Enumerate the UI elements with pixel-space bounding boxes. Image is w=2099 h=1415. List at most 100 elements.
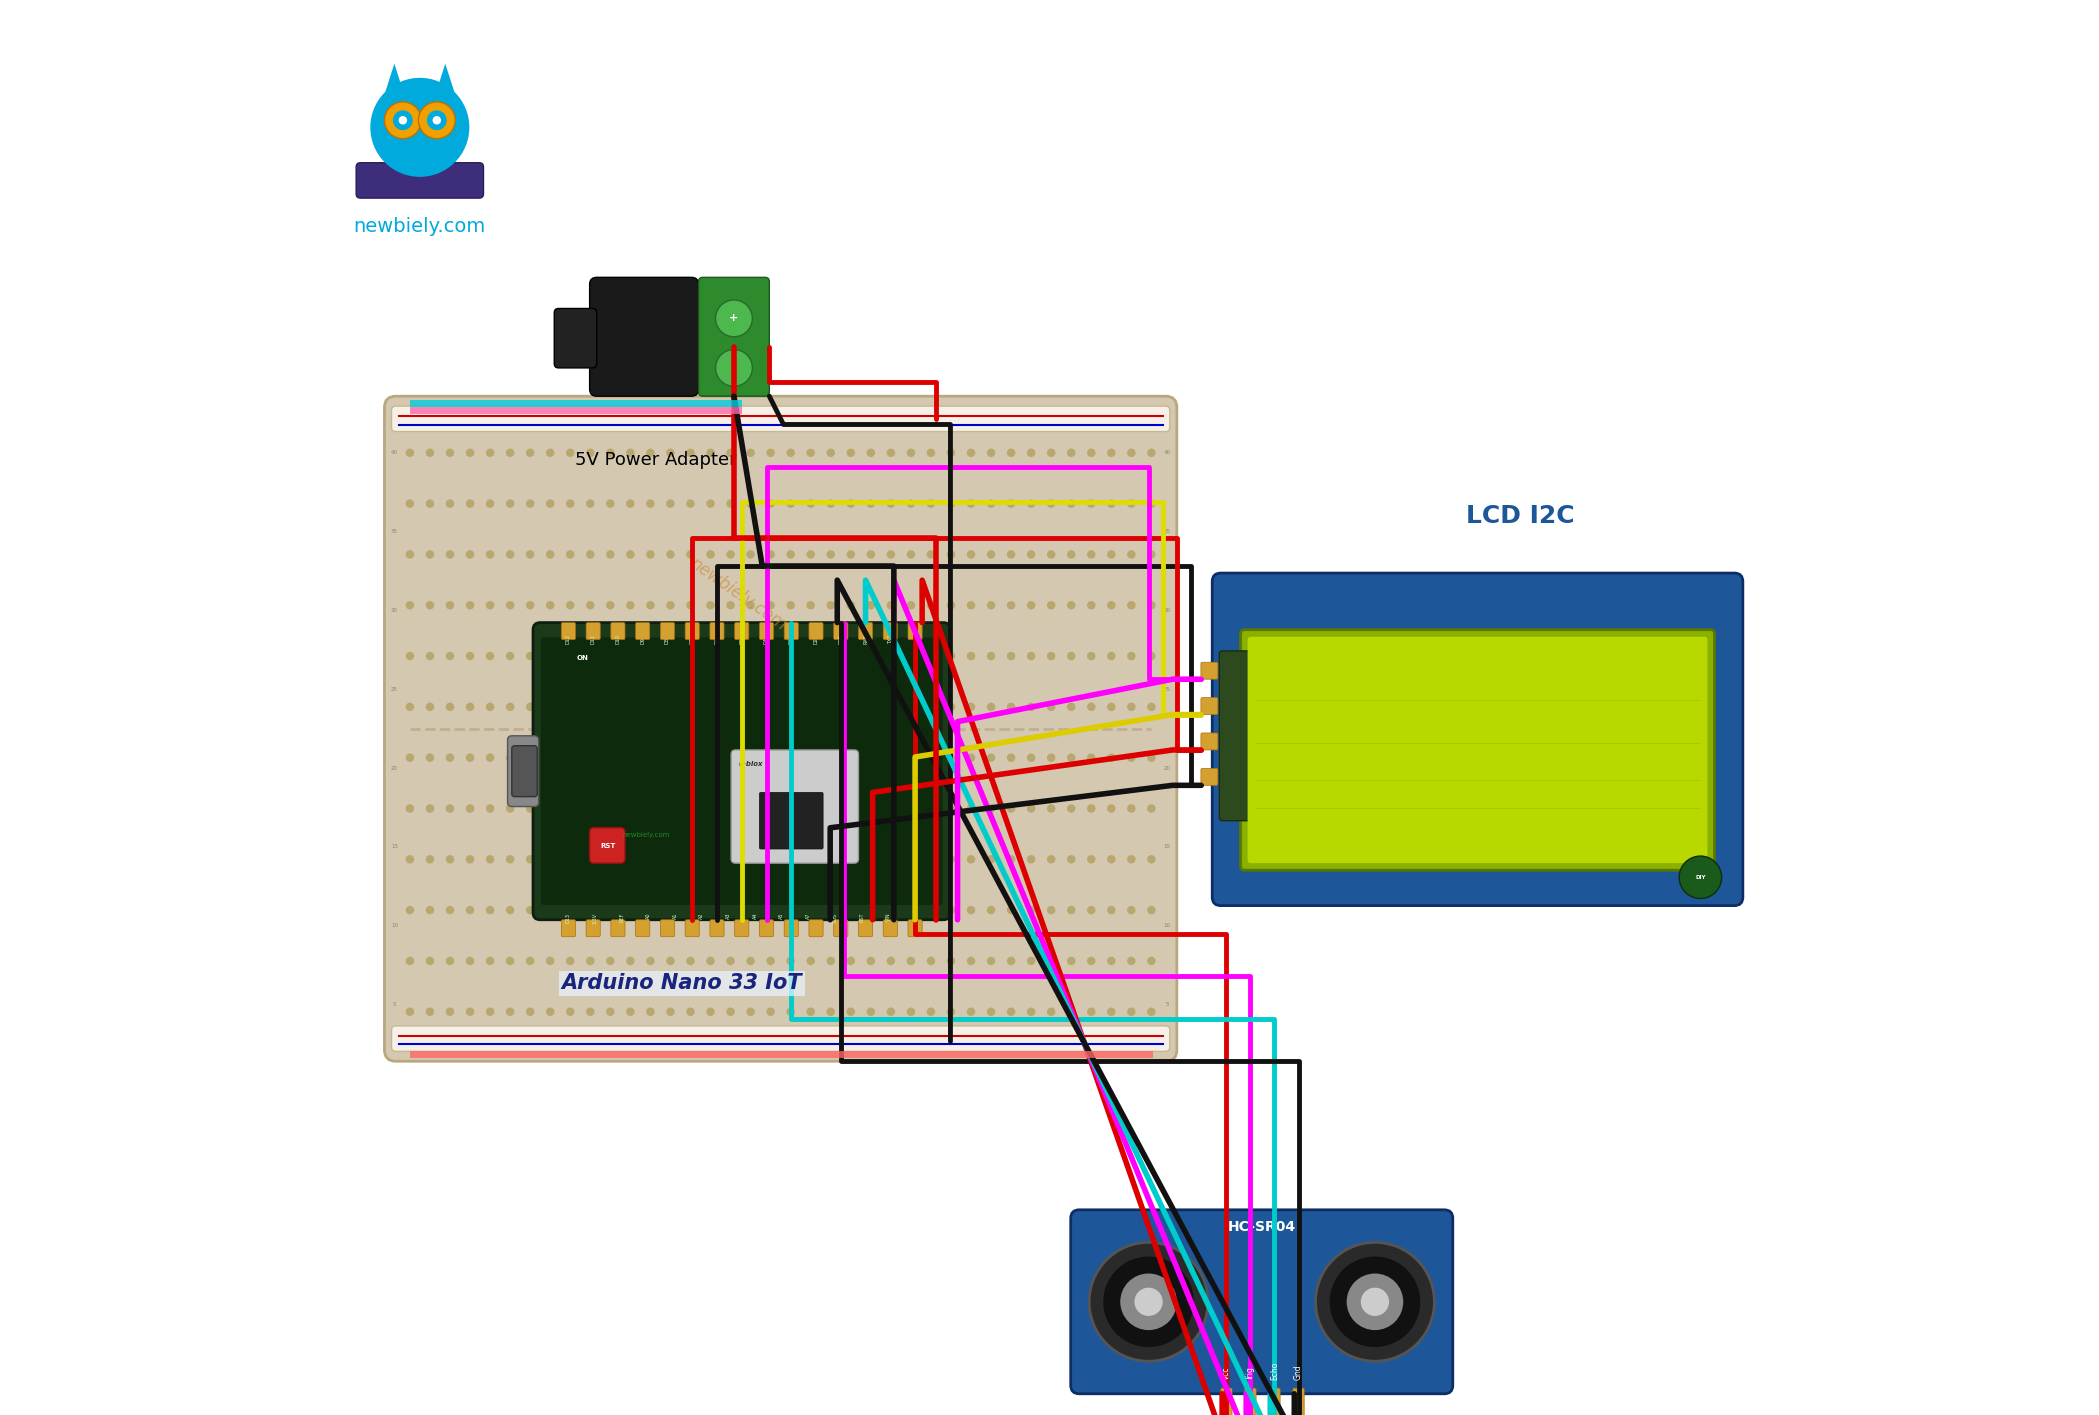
Circle shape	[886, 652, 894, 661]
Circle shape	[747, 957, 756, 965]
Circle shape	[646, 601, 655, 610]
Circle shape	[1127, 957, 1136, 965]
FancyBboxPatch shape	[785, 920, 798, 937]
Circle shape	[384, 102, 422, 139]
Circle shape	[1148, 601, 1157, 610]
Circle shape	[1106, 449, 1115, 457]
Circle shape	[705, 906, 716, 914]
Circle shape	[926, 753, 936, 761]
Circle shape	[485, 1007, 495, 1016]
Circle shape	[607, 499, 615, 508]
Circle shape	[1127, 652, 1136, 661]
Circle shape	[1106, 957, 1115, 965]
FancyBboxPatch shape	[858, 623, 873, 640]
Circle shape	[806, 499, 814, 508]
Circle shape	[1008, 957, 1016, 965]
Circle shape	[846, 855, 854, 863]
Circle shape	[426, 601, 434, 610]
Circle shape	[968, 499, 976, 508]
Polygon shape	[382, 64, 405, 99]
Circle shape	[806, 804, 814, 812]
Circle shape	[747, 703, 756, 712]
FancyBboxPatch shape	[699, 277, 770, 396]
FancyBboxPatch shape	[554, 308, 596, 368]
Circle shape	[546, 703, 554, 712]
Circle shape	[1316, 1242, 1434, 1361]
Circle shape	[426, 855, 434, 863]
Circle shape	[1026, 753, 1035, 761]
Circle shape	[1026, 601, 1035, 610]
Circle shape	[705, 957, 716, 965]
Circle shape	[546, 652, 554, 661]
Circle shape	[466, 449, 474, 457]
Circle shape	[646, 957, 655, 965]
Circle shape	[787, 957, 796, 965]
Circle shape	[787, 652, 796, 661]
Text: 20: 20	[390, 766, 399, 771]
Circle shape	[1026, 855, 1035, 863]
Circle shape	[747, 652, 756, 661]
Circle shape	[747, 1007, 756, 1016]
Circle shape	[747, 753, 756, 761]
Circle shape	[607, 957, 615, 965]
Circle shape	[726, 499, 735, 508]
Circle shape	[747, 855, 756, 863]
Circle shape	[485, 906, 495, 914]
FancyBboxPatch shape	[384, 396, 1178, 1061]
Circle shape	[1127, 449, 1136, 457]
Circle shape	[1008, 906, 1016, 914]
Text: D6: D6	[714, 637, 720, 644]
Circle shape	[886, 855, 894, 863]
Circle shape	[968, 550, 976, 559]
Circle shape	[1148, 753, 1157, 761]
Text: A1: A1	[672, 913, 678, 920]
FancyBboxPatch shape	[393, 406, 1169, 432]
Circle shape	[485, 804, 495, 812]
Circle shape	[626, 601, 634, 610]
FancyBboxPatch shape	[760, 792, 823, 849]
Text: D12: D12	[567, 634, 571, 644]
Circle shape	[665, 753, 674, 761]
Circle shape	[405, 550, 414, 559]
Circle shape	[1148, 906, 1157, 914]
FancyBboxPatch shape	[760, 623, 775, 640]
Circle shape	[926, 804, 936, 812]
FancyBboxPatch shape	[1201, 662, 1217, 679]
FancyBboxPatch shape	[611, 920, 626, 937]
Circle shape	[466, 601, 474, 610]
Circle shape	[1008, 449, 1016, 457]
Circle shape	[827, 499, 835, 508]
Text: newbiely.com: newbiely.com	[686, 555, 789, 634]
FancyBboxPatch shape	[709, 623, 724, 640]
Circle shape	[926, 703, 936, 712]
Circle shape	[527, 753, 535, 761]
Text: A2: A2	[699, 913, 705, 920]
Circle shape	[968, 906, 976, 914]
Circle shape	[626, 753, 634, 761]
Circle shape	[567, 855, 575, 863]
Circle shape	[405, 703, 414, 712]
Text: D13: D13	[567, 913, 571, 923]
Text: newbiely.com: newbiely.com	[623, 832, 670, 838]
Circle shape	[485, 652, 495, 661]
Circle shape	[527, 1007, 535, 1016]
Circle shape	[947, 855, 955, 863]
Circle shape	[1148, 1007, 1157, 1016]
Text: 5: 5	[1165, 1002, 1169, 1007]
Circle shape	[926, 1007, 936, 1016]
Circle shape	[867, 855, 875, 863]
Circle shape	[726, 703, 735, 712]
Circle shape	[1047, 957, 1056, 965]
Circle shape	[1087, 906, 1096, 914]
Circle shape	[485, 753, 495, 761]
Text: D11: D11	[590, 634, 596, 644]
Circle shape	[1087, 753, 1096, 761]
Circle shape	[1047, 855, 1056, 863]
Circle shape	[527, 703, 535, 712]
Circle shape	[766, 601, 775, 610]
Circle shape	[686, 1007, 695, 1016]
Text: D7: D7	[691, 637, 695, 644]
Circle shape	[1148, 804, 1157, 812]
Circle shape	[907, 703, 915, 712]
Circle shape	[607, 906, 615, 914]
